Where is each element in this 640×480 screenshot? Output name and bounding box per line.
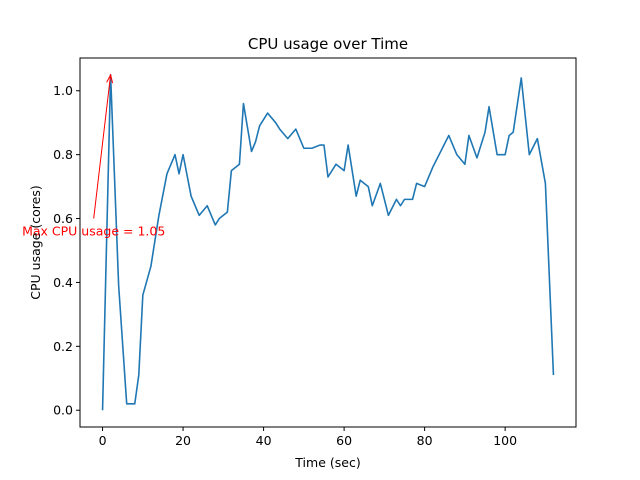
series-layer	[101, 73, 555, 411]
x-tick-label: 100	[493, 433, 517, 448]
x-axis-ticks: 0 20 40 60 80 100	[99, 427, 517, 448]
x-tick-label: 80	[417, 433, 433, 448]
x-tick-label: 60	[336, 433, 352, 448]
annotation-arrow	[93, 74, 112, 219]
annotation-layer: Max CPU usage = 1.05	[22, 73, 165, 239]
x-axis-label: Time (sec)	[294, 455, 360, 470]
x-tick-label: 40	[256, 433, 272, 448]
y-tick-label: 0.6	[53, 211, 73, 226]
annotation-arrowhead	[106, 73, 114, 84]
x-tick-label: 20	[175, 433, 191, 448]
y-tick-label: 0.2	[53, 339, 73, 354]
y-axis-label: CPU usage (cores)	[28, 185, 43, 299]
y-tick-label: 0.8	[53, 147, 73, 162]
y-tick-label: 0.0	[53, 403, 73, 418]
chart-title: CPU usage over Time	[248, 35, 408, 53]
y-tick-label: 1.0	[53, 83, 73, 98]
series-line	[101, 73, 555, 411]
y-axis-ticks: 0.0 0.2 0.4 0.6 0.8 1.0	[53, 83, 80, 418]
y-tick-label: 0.4	[53, 275, 73, 290]
annotation-label: Max CPU usage = 1.05	[22, 224, 165, 239]
plot-frame	[79, 57, 577, 428]
x-tick-label: 0	[99, 433, 107, 448]
